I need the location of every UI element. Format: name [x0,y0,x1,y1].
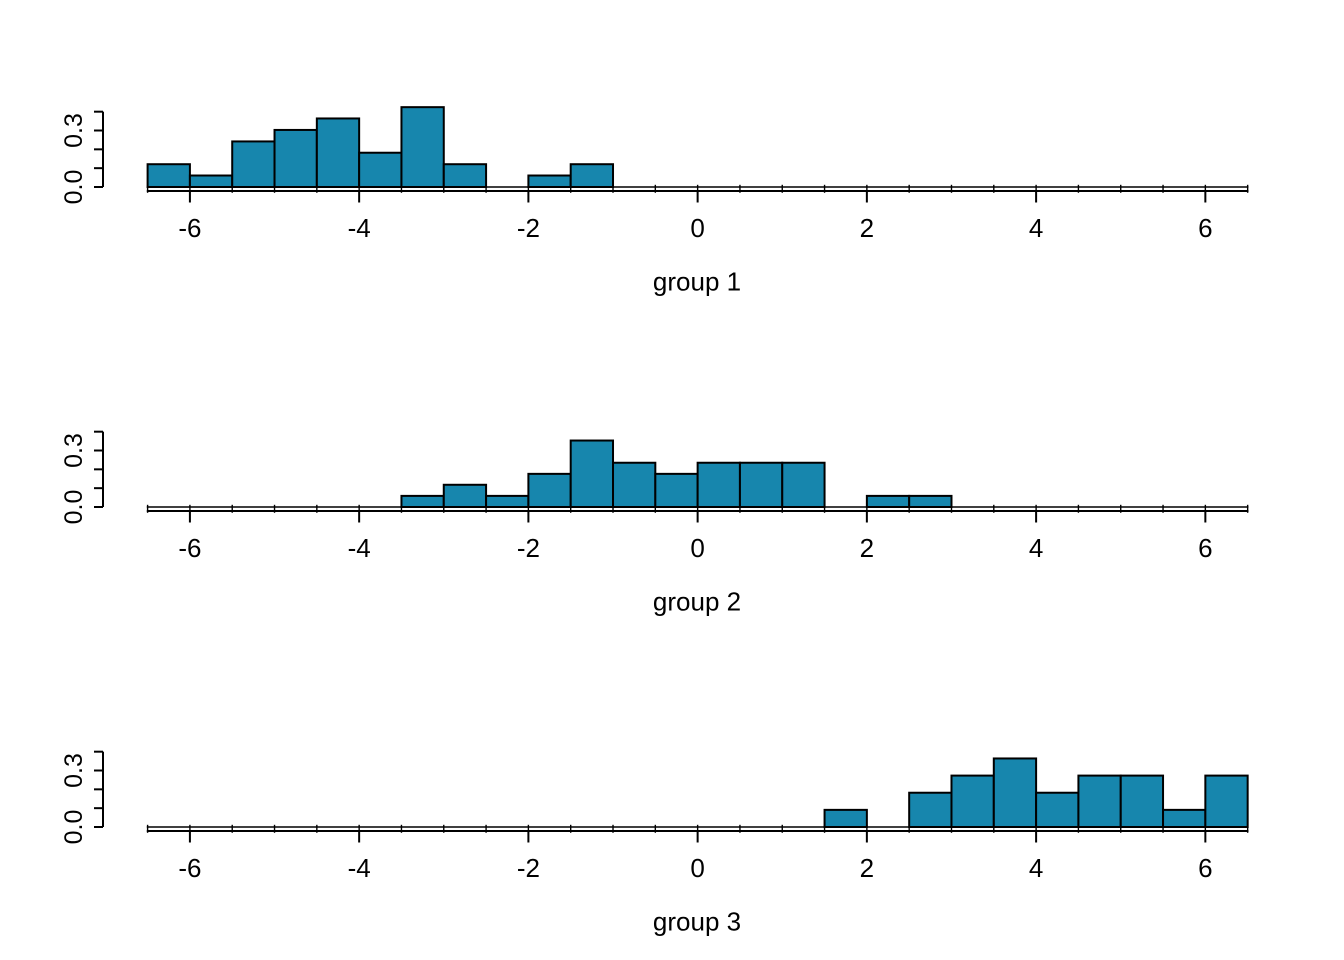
histogram-bar [358,151,403,188]
histogram-bar [442,163,488,188]
x-tick-label: -4 [348,853,371,883]
x-tick-label: -4 [348,533,371,563]
histogram-bar [485,494,530,509]
histogram-bar [1119,774,1165,828]
histogram-bar [950,774,995,828]
histogram-bar [1035,791,1080,828]
histogram-bar [738,461,784,508]
x-tick-label: 0 [690,213,704,243]
histogram-bar [696,461,741,508]
histogram-bar [315,117,361,188]
histogram-bar [527,174,572,189]
x-tick-label: 2 [860,853,874,883]
histogram-bar [527,472,572,509]
histogram-bar [865,494,911,509]
histogram-bar [1077,774,1122,828]
x-tick-label: 2 [860,533,874,563]
histogram-panel-group-2: -6 -4 -2 0 2 4 6 0.0 0.3 [60,430,1249,563]
x-tick-label: 4 [1029,213,1043,243]
x-tick-label: 4 [1029,853,1043,883]
histogram-bar [654,472,699,509]
x-tick-label: -2 [517,213,540,243]
histogram-bar [1204,774,1249,828]
histogram-bar [823,808,868,828]
y-tick-label: 0.3 [60,113,88,148]
x-tick-label: -4 [348,213,371,243]
x-axis-title-group-1: group 1 [652,266,742,297]
x-tick-label: 0 [690,853,704,883]
x-tick-label: 6 [1198,533,1212,563]
x-axis-title-group-2: group 2 [652,586,742,617]
x-tick-label: 6 [1198,853,1212,883]
histogram-bar [188,174,234,189]
histogram-bar [781,461,826,508]
histogram-bar [908,791,953,828]
x-tick-label: -6 [178,533,201,563]
x-axis-title-group-3: group 3 [652,906,742,937]
histogram-bar [231,140,276,188]
histogram-panel-group-1: -6 -4 -2 0 2 4 6 0.0 0.3 [60,106,1249,243]
histogram-bar [400,494,445,509]
x-tick-label: -2 [517,853,540,883]
x-tick-label: 4 [1029,533,1043,563]
histogram-bar [908,494,953,509]
x-tick-label: -2 [517,533,540,563]
y-tick-label: 0.0 [60,810,88,845]
y-tick-label: 0.0 [60,170,88,205]
histogram-bar [569,163,615,188]
histogram-panel-group-3: -6 -4 -2 0 2 4 6 0.0 0.3 [60,750,1249,883]
histogram-bar [273,128,318,188]
y-tick-label: 0.3 [60,753,88,788]
histogram-bar [442,483,488,508]
histogram-bar [612,461,657,508]
histogram-bar [146,163,191,188]
histogram-bar [400,106,445,188]
x-tick-label: -6 [178,213,201,243]
x-tick-label: 2 [860,213,874,243]
histogram-bar [569,439,615,508]
x-tick-label: 6 [1198,213,1212,243]
y-tick-label: 0.3 [60,433,88,468]
x-tick-label: -6 [178,853,201,883]
histogram-bar [992,757,1038,828]
histogram-bar [1162,808,1207,828]
y-tick-label: 0.0 [60,490,88,525]
x-tick-label: 0 [690,533,704,563]
